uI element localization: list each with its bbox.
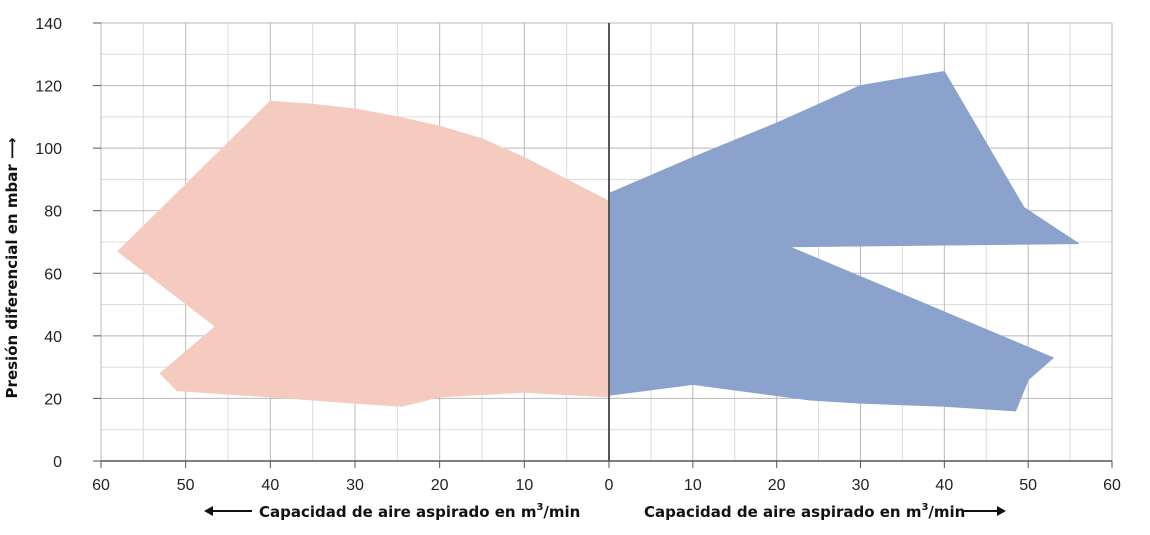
- x-tick-label: 50: [177, 477, 195, 494]
- x-axis-label-right: Capacidad de aire aspirado en m3/min: [644, 502, 965, 521]
- x-tick-label: 40: [261, 477, 279, 494]
- y-tick-labels: 0 20 40 60 80 100 120 140: [35, 16, 62, 471]
- area-right: [608, 71, 1079, 412]
- x-axis-label-left-group: Capacidad de aire aspirado en m3/min: [204, 502, 580, 521]
- x-axis-arrow-right-head: [997, 506, 1006, 516]
- x-axis-label-left: Capacidad de aire aspirado en m3/min: [259, 502, 580, 521]
- x-tick-label: 20: [768, 477, 786, 494]
- y-tick-label: 20: [44, 391, 62, 408]
- area-left: [117, 100, 610, 407]
- y-axis-label: Presión diferencial en mbar ⟶: [3, 138, 21, 399]
- x-tick-label: 60: [92, 477, 110, 494]
- x-tick-label: 40: [935, 477, 953, 494]
- x-axis-label-right-group: Capacidad de aire aspirado en m3/min: [644, 502, 1006, 521]
- x-tick-label: 0: [605, 477, 614, 494]
- x-tick-labels: 60 50 40 30 20 10 0 10 20 30 40 50 60: [92, 477, 1121, 494]
- x-tick-label: 50: [1019, 477, 1037, 494]
- x-tick-label: 30: [346, 477, 364, 494]
- x-tick-label: 10: [684, 477, 702, 494]
- axes: [93, 22, 1113, 468]
- y-tick-label: 80: [44, 204, 62, 221]
- y-tick-label: 140: [35, 16, 62, 33]
- y-tick-label: 0: [53, 454, 62, 471]
- x-tick-label: 20: [431, 477, 449, 494]
- y-tick-label: 60: [44, 266, 62, 283]
- x-tick-label: 10: [515, 477, 533, 494]
- data-areas: [117, 71, 1079, 412]
- y-axis-arrow: ⟶: [3, 138, 21, 165]
- y-tick-label: 40: [44, 329, 62, 346]
- y-tick-label: 100: [35, 141, 62, 158]
- x-tick-label: 60: [1103, 477, 1121, 494]
- x-tick-label: 30: [852, 477, 870, 494]
- x-axis-arrow-left-head: [204, 506, 213, 516]
- y-tick-label: 120: [35, 79, 62, 96]
